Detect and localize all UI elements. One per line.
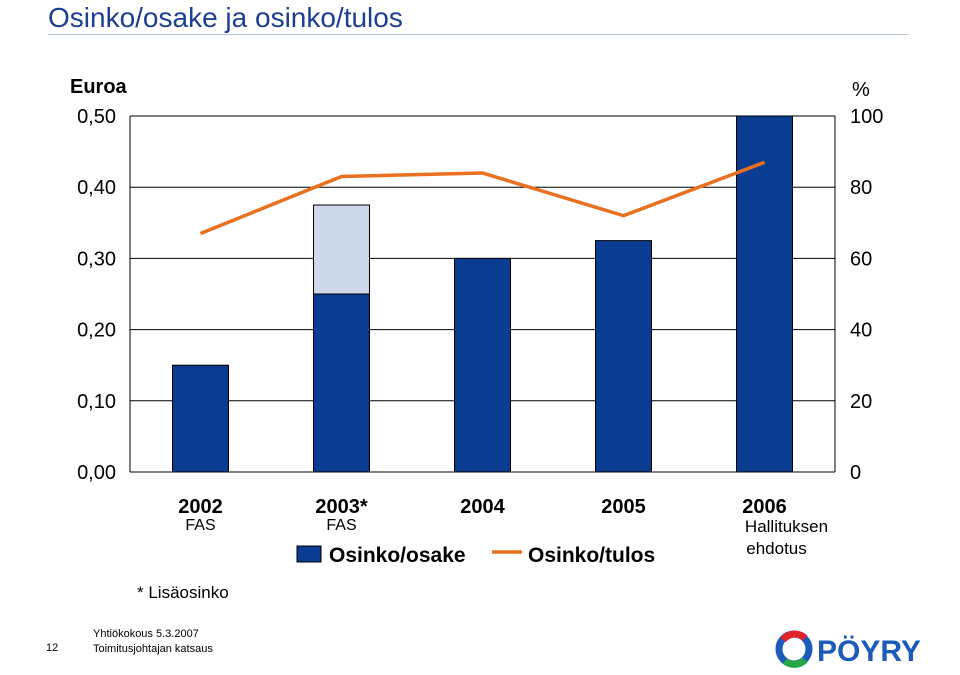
right-axis-title: % [852,79,870,101]
right-tick-label: 0 [850,462,861,484]
bar-osinko-osake [313,293,370,473]
bar-line-chart: 0,00 0,10 0,20 0,30 0,40 0,50 0 20 40 60 80 100 Euro… [70,76,883,602]
right-tick-label: 100 [850,106,883,128]
footnote-lisaosinko: * Lisäosinko [137,583,229,602]
category-sub-label: FAS [185,517,215,534]
bar-osinko-osake [736,115,793,473]
page-title: Osinko/osake ja osinko/tulos [48,2,403,33]
line-osinko-tulos [199,160,766,236]
category-sub-label-line2: ehdotus [746,539,807,558]
right-tick-label: 60 [850,248,872,270]
title-divider [48,34,908,35]
category-year-label: 2004 [460,496,505,518]
left-tick-label: 0,10 [77,391,116,413]
right-tick-label: 20 [850,391,872,413]
right-tick-label: 80 [850,177,872,199]
category-year-label: 2003* [315,496,367,518]
bar-lisaosinko [313,204,370,295]
category-year-label: 2005 [601,496,646,518]
legend-label-osinko-osake: Osinko/osake [329,544,466,567]
bar-osinko-osake [454,257,511,473]
left-tick-label: 0,50 [77,106,116,128]
footer-subtitle: Toimitusjohtajan katsaus [93,643,213,655]
poyry-logo: PÖYRY [775,630,921,668]
logo-wordmark: PÖYRY [817,635,921,668]
right-tick-label: 40 [850,320,872,342]
bar-osinko-osake [595,240,652,473]
category-year-label: 2002 [178,496,223,518]
left-tick-label: 0,00 [77,462,116,484]
category-sub-label: FAS [326,517,356,534]
category-year-label: 2006 [742,496,787,518]
left-tick-label: 0,30 [77,248,116,270]
left-tick-label: 0,20 [77,320,116,342]
bar-osinko-osake [172,364,229,473]
logo-red-arc-icon [780,630,808,643]
left-axis-title: Euroa [70,76,128,98]
left-tick-label: 0,40 [77,177,116,199]
footer-event: Yhtiökokous 5.3.2007 [93,628,199,640]
category-sub-label-line1: Hallituksen [745,517,828,536]
legend-label-osinko-tulos: Osinko/tulos [528,544,655,567]
page-number: 12 [46,642,59,654]
logo-green-arc-icon [782,657,808,668]
legend-swatch-bar [296,545,322,563]
